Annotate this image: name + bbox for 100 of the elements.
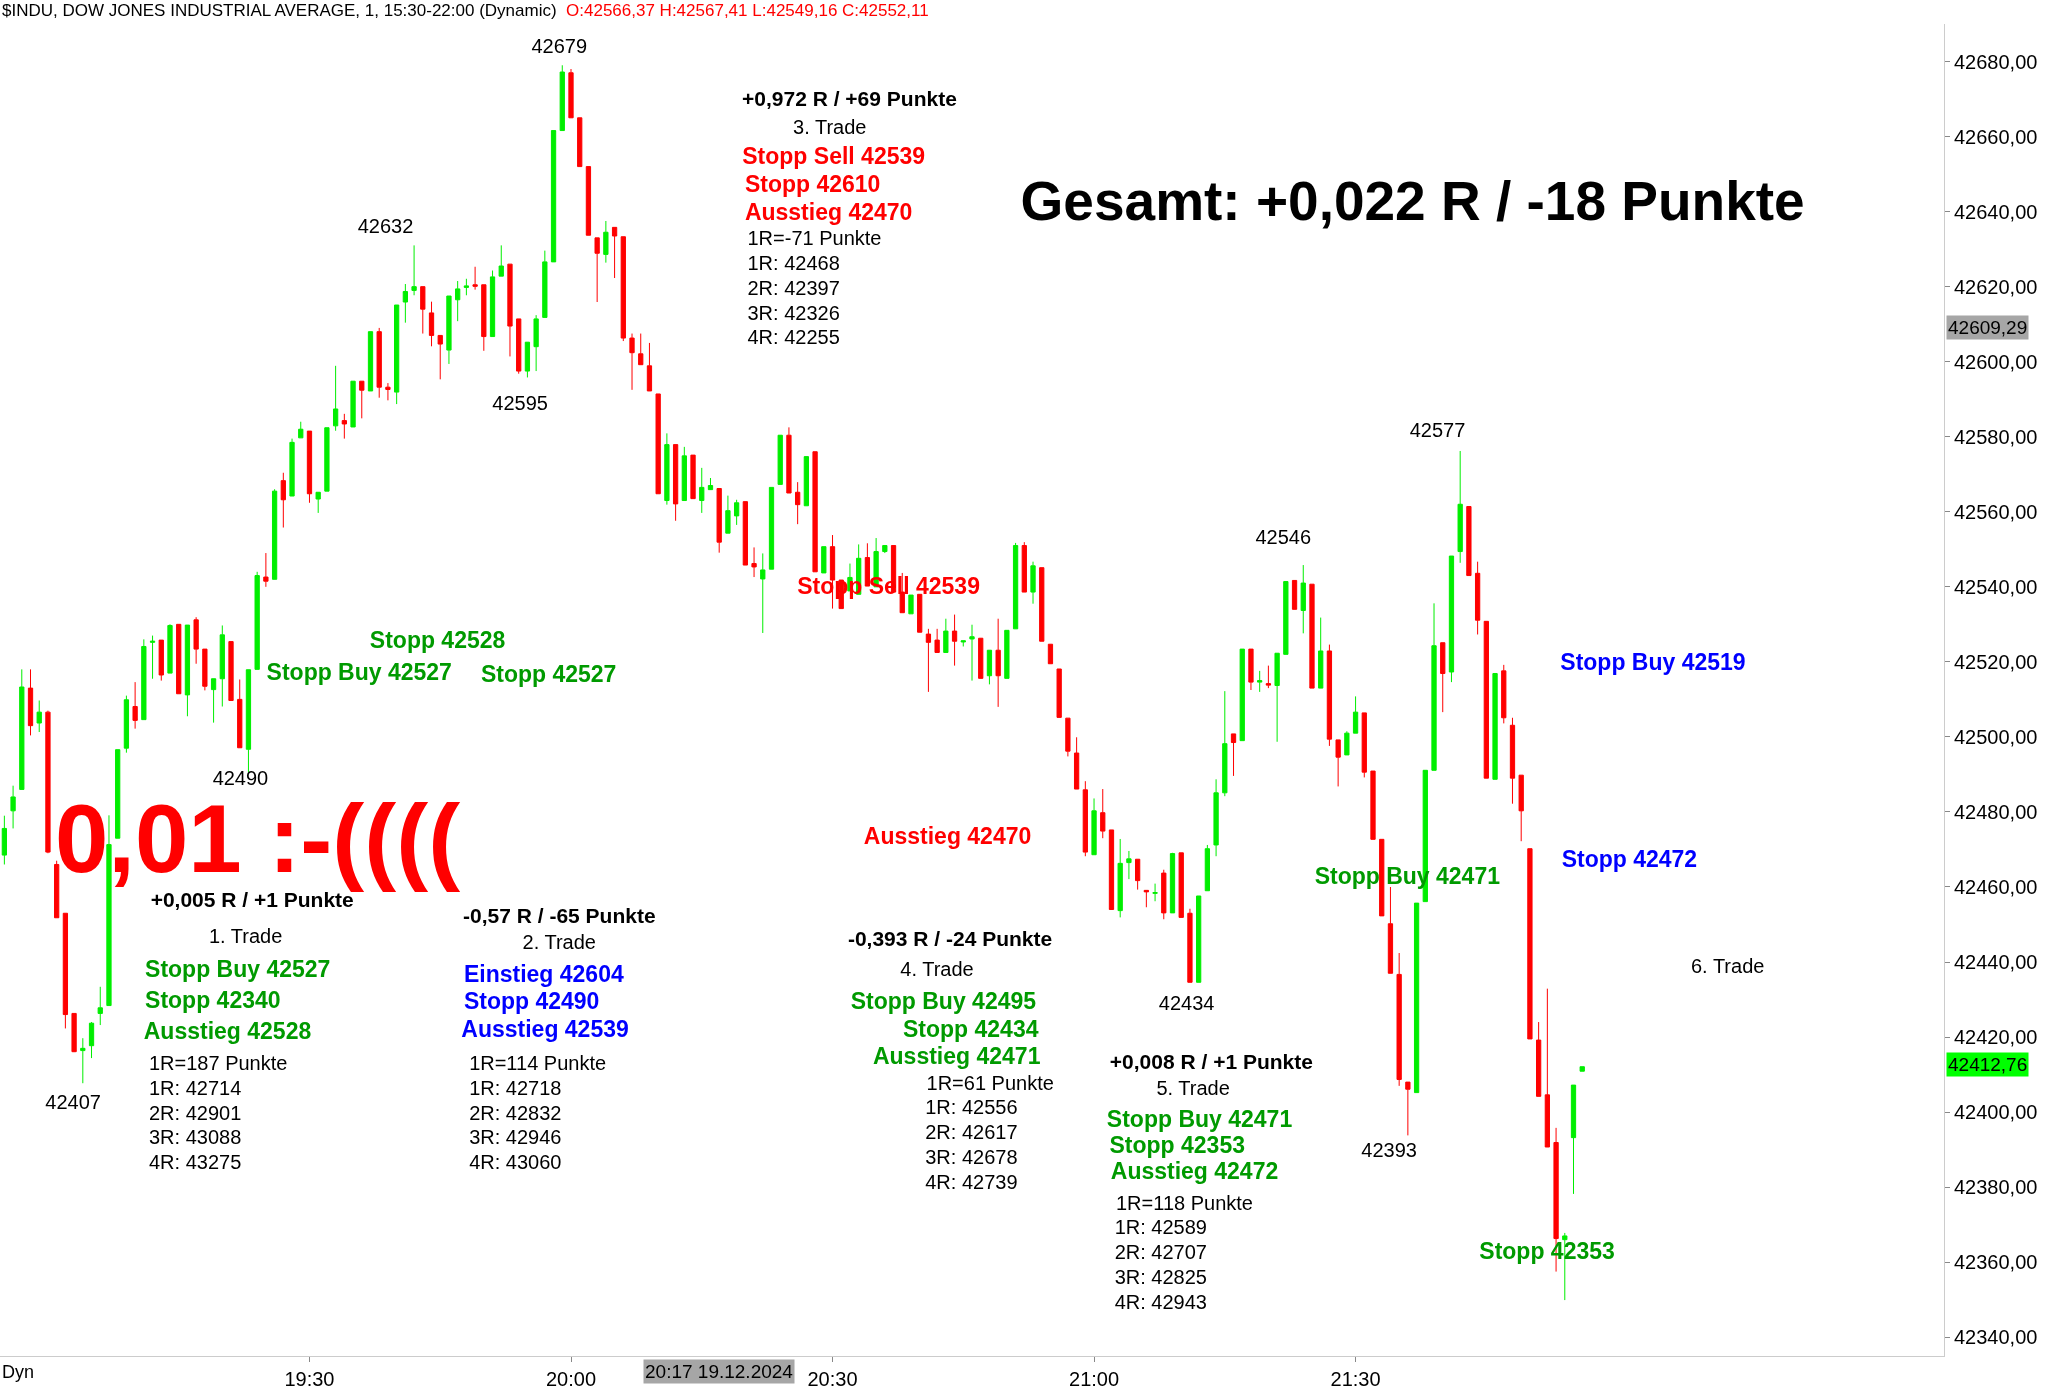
candlestick (411, 244, 417, 296)
candlestick (498, 244, 504, 277)
annotation: 3R: 42825 (1114, 1266, 1207, 1288)
candlestick (455, 280, 461, 322)
candlestick (1204, 844, 1211, 892)
candlestick (245, 669, 252, 773)
candlestick (394, 304, 400, 405)
annotation: -0,57 R / -65 Punkte (463, 903, 656, 927)
candlestick (1518, 774, 1524, 842)
y-tick-label: 42600,00 (1954, 350, 2038, 373)
annotation: 3R: 42326 (747, 301, 840, 324)
candlestick (533, 314, 539, 372)
candlestick (1291, 579, 1298, 610)
candlestick (1405, 1081, 1411, 1136)
candlestick (132, 681, 138, 730)
annotation: Stopp Buy 42495 (850, 988, 1037, 1015)
candlestick (1213, 778, 1219, 857)
candlestick (1274, 652, 1280, 743)
candlestick (882, 545, 888, 553)
chart-title: $INDU, DOW JONES INDUSTRIAL AVERAGE, 1, 15:30-22:00 (Dynamic) (2, 1, 557, 21)
annotation: Stopp 42340 (145, 987, 281, 1014)
annotation: 42393 (1361, 1139, 1417, 1162)
annotation: 1R: 42714 (148, 1076, 242, 1099)
candlestick (1370, 770, 1376, 840)
candlestick (1230, 733, 1237, 777)
annotation: 42546 (1255, 526, 1312, 548)
candlestick (350, 380, 356, 428)
candlestick (960, 640, 966, 647)
candlestick (1318, 617, 1324, 689)
candlestick (559, 64, 565, 132)
candlestick (803, 456, 809, 507)
annotation: 1R=118 Punkte (1116, 1191, 1253, 1214)
candlestick (620, 236, 626, 342)
annotation: 3R: 42678 (925, 1145, 1018, 1168)
candlestick (271, 488, 278, 580)
candlestick (1509, 717, 1516, 805)
annotation: Einstieg 42604 (463, 960, 624, 987)
annotation: 3. Trade (793, 116, 867, 139)
annotation: 1R: 42556 (925, 1096, 1018, 1119)
candlestick (1440, 642, 1446, 713)
candlestick (1283, 581, 1289, 655)
annotation: Stopp 42472 (1561, 846, 1698, 873)
y-tick-label: 42640,00 (1954, 200, 2038, 223)
candlestick (1431, 602, 1437, 771)
chart-subtitle: O:42566,37 H:42567,41 L:42549,16 C:42552,11 (566, 1, 929, 21)
annotation: 42679 (531, 35, 588, 58)
candlestick (951, 614, 958, 667)
candlestick (62, 912, 69, 1029)
y-tick-label: 42540,00 (1954, 575, 2038, 598)
annotation: 1R=-71 Punkte (747, 227, 882, 250)
x-tick-label: 21:00 (1069, 1368, 1120, 1390)
candlestick (237, 678, 243, 749)
candlestick (1309, 583, 1315, 689)
candlestick (1222, 690, 1228, 797)
candlestick (812, 451, 818, 573)
candlestick (1527, 848, 1533, 1040)
annotation: Stopp 42527 (480, 660, 617, 687)
candlestick (463, 278, 470, 296)
annotation: 5. Trade (1156, 1076, 1230, 1099)
candlestick (1056, 668, 1062, 718)
annotation: Stopp 42610 (744, 171, 881, 198)
y-tick-label: 42400,00 (1954, 1101, 2038, 1124)
annotation: 42577 (1409, 418, 1466, 441)
candlestick (1326, 644, 1333, 747)
candlestick (280, 472, 286, 529)
candlestick (1257, 670, 1263, 693)
candlestick (1047, 643, 1054, 665)
y-tick-label: 42560,00 (1954, 500, 2038, 523)
candlestick (1579, 1066, 1585, 1072)
candlestick (1536, 1021, 1542, 1097)
annotation: Ausstieg 42471 (872, 1043, 1041, 1070)
annotation: Gesamt: +0,022 R / -18 Punkte (1020, 169, 1805, 232)
annotation: Ausstieg 42470 (863, 822, 1032, 849)
candlestick (1396, 952, 1402, 1087)
candlestick (332, 365, 339, 432)
candlestick (751, 546, 757, 578)
text: 42609,29 (1948, 317, 2028, 338)
candlestick (45, 710, 51, 854)
candlestick (1152, 883, 1158, 902)
candlestick (1335, 739, 1341, 787)
candlestick (1466, 506, 1472, 577)
candlestick (1474, 561, 1481, 635)
candlestick (795, 481, 801, 525)
annotation: 1R=187 Punkte (148, 1051, 288, 1074)
y-tick-label: 42340,00 (1954, 1326, 2038, 1349)
candlestick (341, 413, 347, 440)
annotation: 4R: 42255 (747, 326, 840, 349)
candlestick (263, 552, 269, 588)
x-tick-label: 21:30 (1330, 1368, 1381, 1390)
candlestick (725, 495, 731, 534)
candlestick (472, 266, 478, 291)
candlestick (550, 130, 557, 263)
annotation: Stopp 42528 (369, 626, 506, 653)
candlestick (917, 593, 923, 633)
annotation: 1R: 42718 (469, 1076, 562, 1099)
candlestick (219, 624, 225, 708)
candlestick (760, 552, 766, 634)
candlestick (446, 295, 452, 365)
candlestick (359, 380, 365, 419)
annotation: 2R: 42617 (925, 1121, 1018, 1144)
